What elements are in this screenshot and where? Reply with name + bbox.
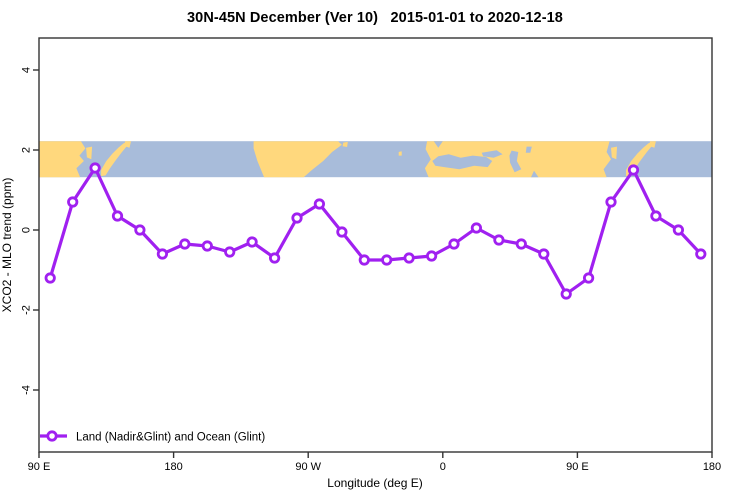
y-axis-tick-label: 4 bbox=[21, 67, 33, 73]
data-series bbox=[44, 162, 707, 300]
ocean-patch bbox=[531, 170, 539, 178]
data-point-marker bbox=[89, 162, 101, 174]
land-shape bbox=[611, 146, 617, 160]
x-axis-tick-label: 90 E bbox=[566, 461, 589, 473]
land-shape bbox=[101, 141, 128, 177]
data-point-marker bbox=[111, 210, 124, 222]
ocean-patch bbox=[525, 146, 532, 153]
land-shape bbox=[342, 141, 348, 147]
land-shape bbox=[253, 141, 342, 178]
data-point-marker bbox=[695, 248, 707, 260]
legend-label: Land (Nadir&Glint) and Ocean (Glint) bbox=[76, 432, 265, 444]
y-axis-tick-label: 2 bbox=[21, 147, 33, 153]
data-point-marker bbox=[672, 224, 685, 236]
data-point-marker bbox=[201, 240, 213, 252]
data-point-marker bbox=[67, 196, 79, 208]
data-point-marker bbox=[448, 238, 460, 250]
data-point-marker bbox=[291, 212, 303, 224]
data-point-marker bbox=[224, 246, 236, 258]
data-point-marker bbox=[381, 254, 393, 266]
data-point-marker bbox=[605, 196, 617, 208]
data-point-marker bbox=[650, 210, 662, 222]
land-shape bbox=[125, 141, 131, 148]
data-point-marker bbox=[627, 164, 640, 176]
data-point-marker bbox=[268, 252, 281, 264]
x-axis-tick-label: 180 bbox=[703, 461, 721, 473]
x-axis-tick-label: 90 E bbox=[28, 461, 51, 473]
data-point-marker bbox=[560, 288, 572, 300]
land-shape bbox=[398, 151, 402, 156]
x-axis-tick-label: 0 bbox=[440, 461, 446, 473]
chart-title: 30N-45N December (Ver 10) 2015-01-01 to … bbox=[187, 10, 563, 26]
data-point-marker bbox=[134, 224, 146, 236]
data-point-marker bbox=[425, 250, 438, 262]
y-axis-tick-label: -2 bbox=[21, 305, 33, 315]
land-shape bbox=[649, 141, 656, 148]
legend-sample-marker bbox=[46, 430, 58, 442]
data-point-marker bbox=[313, 198, 325, 210]
ocean-patch bbox=[433, 141, 443, 148]
data-point-marker bbox=[515, 238, 527, 250]
land-shape bbox=[39, 141, 86, 178]
data-point-marker bbox=[470, 222, 482, 234]
y-axis-ticks: -4 -2 0 2 4 bbox=[21, 67, 39, 395]
y-axis-title: XCO2 - MLO trend (ppm) bbox=[0, 178, 14, 313]
data-point-marker bbox=[493, 234, 505, 246]
data-point-marker bbox=[246, 236, 258, 248]
data-point-marker bbox=[336, 226, 348, 238]
y-axis-tick-label: -4 bbox=[21, 385, 33, 395]
data-point-marker bbox=[156, 248, 168, 260]
ocean-patch bbox=[509, 150, 522, 173]
land-shape bbox=[424, 141, 611, 178]
ocean-patch bbox=[432, 154, 493, 170]
data-point-marker bbox=[582, 272, 595, 284]
ocean-patch bbox=[481, 150, 503, 158]
x-axis-tick-label: 180 bbox=[164, 461, 182, 473]
data-point-marker bbox=[538, 248, 550, 260]
x-axis-tick-label: 90 W bbox=[295, 461, 321, 473]
map-band bbox=[39, 141, 712, 178]
y-axis-tick-label: 0 bbox=[21, 227, 33, 233]
plot-border bbox=[38, 37, 713, 453]
ocean-strip bbox=[39, 141, 712, 178]
data-point-marker bbox=[44, 272, 56, 284]
legend: Land (Nadir&Glint) and Ocean (Glint) bbox=[40, 430, 265, 444]
land-shape bbox=[86, 146, 93, 160]
x-axis-title: Longitude (deg E) bbox=[327, 476, 422, 490]
data-point-marker bbox=[179, 238, 191, 250]
data-point-marker bbox=[358, 254, 370, 266]
x-axis-ticks: 90 E 180 90 W 0 90 E 180 bbox=[28, 452, 721, 473]
data-point-marker bbox=[403, 252, 415, 264]
data-line bbox=[48, 166, 703, 296]
